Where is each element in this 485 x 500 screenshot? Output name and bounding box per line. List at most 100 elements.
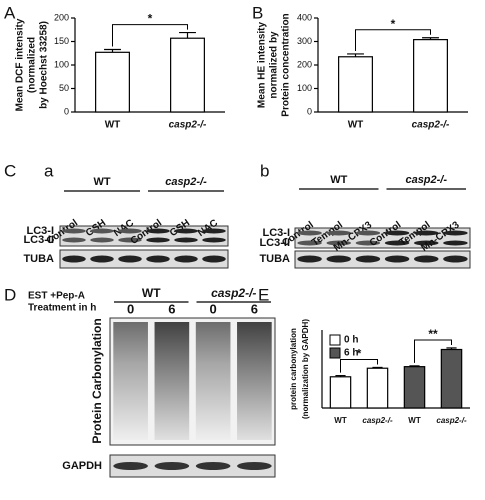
band-label: LC3-I bbox=[263, 227, 291, 239]
smear bbox=[195, 322, 231, 440]
band bbox=[146, 255, 170, 263]
lane-label: 6 bbox=[251, 301, 258, 316]
band bbox=[62, 237, 86, 243]
y-tick-label: 0 bbox=[307, 106, 312, 116]
group-label: casp2-/- bbox=[165, 176, 207, 188]
band bbox=[326, 230, 351, 236]
x-tick-label: WT bbox=[334, 416, 347, 425]
band bbox=[202, 255, 226, 263]
y-axis-label: by Hoechst 33258) bbox=[39, 21, 50, 109]
group-label: WT bbox=[93, 176, 110, 188]
group-label: casp2-/- bbox=[405, 174, 447, 186]
significance-bracket bbox=[355, 29, 431, 51]
time-label: Treatment in h bbox=[28, 303, 96, 314]
band bbox=[90, 255, 114, 263]
band bbox=[90, 228, 114, 234]
x-tick-label: casp2-/- bbox=[362, 416, 393, 425]
significance-label: ** bbox=[428, 327, 438, 341]
group-label: WT bbox=[142, 286, 161, 300]
band bbox=[443, 255, 468, 263]
panel-label: B bbox=[252, 3, 263, 22]
smear bbox=[154, 322, 190, 440]
bar bbox=[329, 376, 352, 409]
band bbox=[62, 255, 86, 263]
y-axis-label: Mean HE intensity bbox=[257, 22, 268, 109]
band bbox=[118, 237, 142, 243]
gapdh-band bbox=[154, 462, 190, 470]
y-axis-label: normalized by bbox=[269, 31, 280, 99]
band bbox=[297, 230, 322, 236]
significance-label: * bbox=[391, 17, 396, 31]
band bbox=[384, 230, 410, 236]
y-tick-label: 150 bbox=[54, 36, 69, 46]
x-tick-label: WT bbox=[105, 120, 121, 131]
blot-tuba-a bbox=[59, 249, 229, 269]
panel-label: b bbox=[260, 161, 269, 180]
band-label: LC3-II bbox=[23, 234, 54, 246]
significance-bracket bbox=[112, 24, 188, 47]
band bbox=[414, 240, 439, 246]
gapdh-band bbox=[113, 462, 148, 470]
panel-label: A bbox=[4, 3, 16, 22]
significance-label: * bbox=[148, 12, 153, 26]
y-axis-label: Protein Carbonylation bbox=[90, 318, 104, 443]
panel-label: E bbox=[258, 285, 269, 304]
blot-gapdh bbox=[109, 454, 276, 478]
bar bbox=[440, 348, 463, 409]
band bbox=[146, 228, 170, 234]
smear bbox=[237, 322, 272, 440]
smear bbox=[113, 322, 148, 440]
band bbox=[443, 230, 468, 236]
gapdh-band bbox=[237, 462, 272, 470]
x-tick-label: casp2-/- bbox=[169, 120, 207, 131]
band bbox=[355, 240, 381, 246]
y-tick-label: 400 bbox=[297, 12, 312, 22]
band bbox=[297, 255, 322, 263]
bar bbox=[403, 366, 426, 409]
band bbox=[384, 255, 410, 263]
lane-label: 0 bbox=[127, 301, 134, 316]
gapdh-band bbox=[195, 462, 231, 470]
y-tick-label: 50 bbox=[59, 83, 69, 93]
band bbox=[146, 237, 170, 243]
significance-bracket bbox=[414, 339, 452, 363]
x-tick-label: WT bbox=[408, 416, 421, 425]
band bbox=[174, 255, 198, 263]
band bbox=[355, 230, 381, 236]
band bbox=[118, 255, 142, 263]
band bbox=[414, 230, 439, 236]
legend-swatch bbox=[329, 334, 341, 346]
bar bbox=[95, 51, 130, 113]
treatment-label: EST +Pep-A bbox=[28, 291, 85, 302]
band bbox=[62, 228, 86, 234]
y-tick-label: 200 bbox=[54, 12, 69, 22]
band bbox=[414, 255, 439, 263]
x-tick-label: WT bbox=[348, 120, 364, 131]
band bbox=[326, 240, 351, 246]
y-tick-label: 200 bbox=[297, 59, 312, 69]
legend-swatch bbox=[329, 347, 341, 359]
group-label: WT bbox=[330, 174, 347, 186]
y-axis-label: (normalization by GAPDH) bbox=[301, 319, 310, 419]
band-label: TUBA bbox=[259, 253, 290, 265]
lane-label: 0 bbox=[210, 301, 217, 316]
band bbox=[174, 228, 198, 234]
significance-label: * bbox=[357, 347, 362, 361]
y-axis-label: Mean DCF intensity bbox=[15, 18, 26, 111]
band bbox=[202, 237, 226, 243]
x-tick-label: casp2-/- bbox=[412, 120, 450, 131]
loading-label: GAPDH bbox=[62, 460, 102, 472]
x-tick-label: casp2-/- bbox=[436, 416, 467, 425]
band-label: TUBA bbox=[23, 253, 54, 265]
legend-label: 0 h bbox=[344, 335, 358, 346]
bar bbox=[413, 39, 448, 113]
band bbox=[355, 255, 381, 263]
band bbox=[90, 237, 114, 243]
y-axis-label: Protein concentration bbox=[281, 13, 292, 116]
band bbox=[297, 240, 322, 246]
band bbox=[202, 228, 226, 234]
y-axis-label: (normalized bbox=[27, 37, 38, 93]
y-tick-label: 100 bbox=[54, 59, 69, 69]
band-label: LC3-I bbox=[27, 225, 55, 237]
